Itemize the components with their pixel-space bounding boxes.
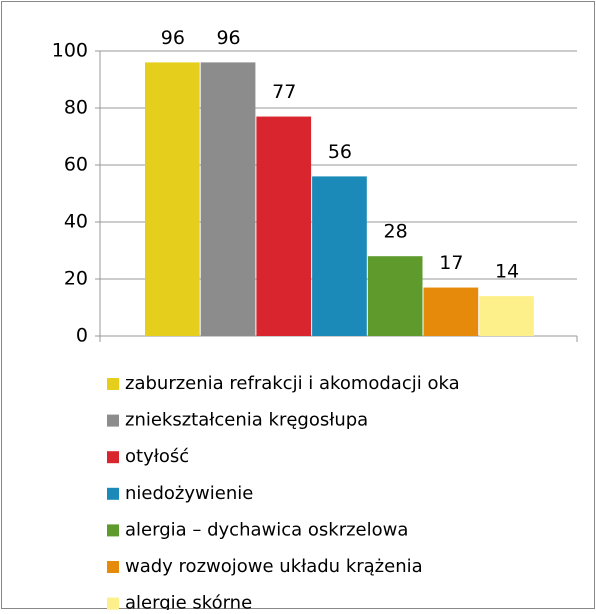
y-tick-label: 60 bbox=[64, 154, 88, 176]
legend-swatch bbox=[107, 487, 119, 500]
legend-swatch bbox=[107, 597, 119, 610]
legend-label: otyłość bbox=[125, 446, 189, 467]
legend-label: niedożywienie bbox=[125, 483, 253, 504]
bar bbox=[200, 62, 256, 337]
y-tick-label: 40 bbox=[64, 211, 88, 233]
legend-label: alergie skórne bbox=[125, 593, 252, 610]
y-tick-label: 80 bbox=[64, 97, 88, 119]
legend-swatch bbox=[107, 378, 119, 390]
data-label: 56 bbox=[328, 141, 352, 163]
y-tick-label: 20 bbox=[64, 268, 88, 290]
data-label: 77 bbox=[272, 81, 296, 103]
legend-swatch bbox=[107, 524, 119, 537]
bar bbox=[367, 256, 423, 336]
legend-label: alergia – dychawica oskrzelowa bbox=[125, 519, 408, 540]
legend-label: zaburzenia refrakcji i akomodacji oka bbox=[125, 373, 460, 394]
data-label: 14 bbox=[495, 261, 519, 283]
bar bbox=[256, 116, 312, 336]
data-label: 28 bbox=[384, 221, 408, 243]
legend-swatch bbox=[107, 561, 119, 573]
data-label: 17 bbox=[439, 252, 463, 274]
bar bbox=[312, 176, 367, 336]
legend-label: zniekształcenia kręgosłupa bbox=[125, 410, 368, 431]
legend-swatch bbox=[107, 414, 119, 427]
data-label: 96 bbox=[216, 27, 240, 49]
y-tick-label: 0 bbox=[76, 325, 88, 347]
legend-label: wady rozwojowe układu krążenia bbox=[125, 556, 423, 577]
y-tick-label: 100 bbox=[52, 40, 88, 62]
legend-swatch bbox=[107, 451, 119, 464]
data-label: 96 bbox=[161, 27, 185, 49]
bar bbox=[145, 62, 200, 337]
bar bbox=[479, 296, 534, 336]
bar bbox=[423, 287, 479, 336]
